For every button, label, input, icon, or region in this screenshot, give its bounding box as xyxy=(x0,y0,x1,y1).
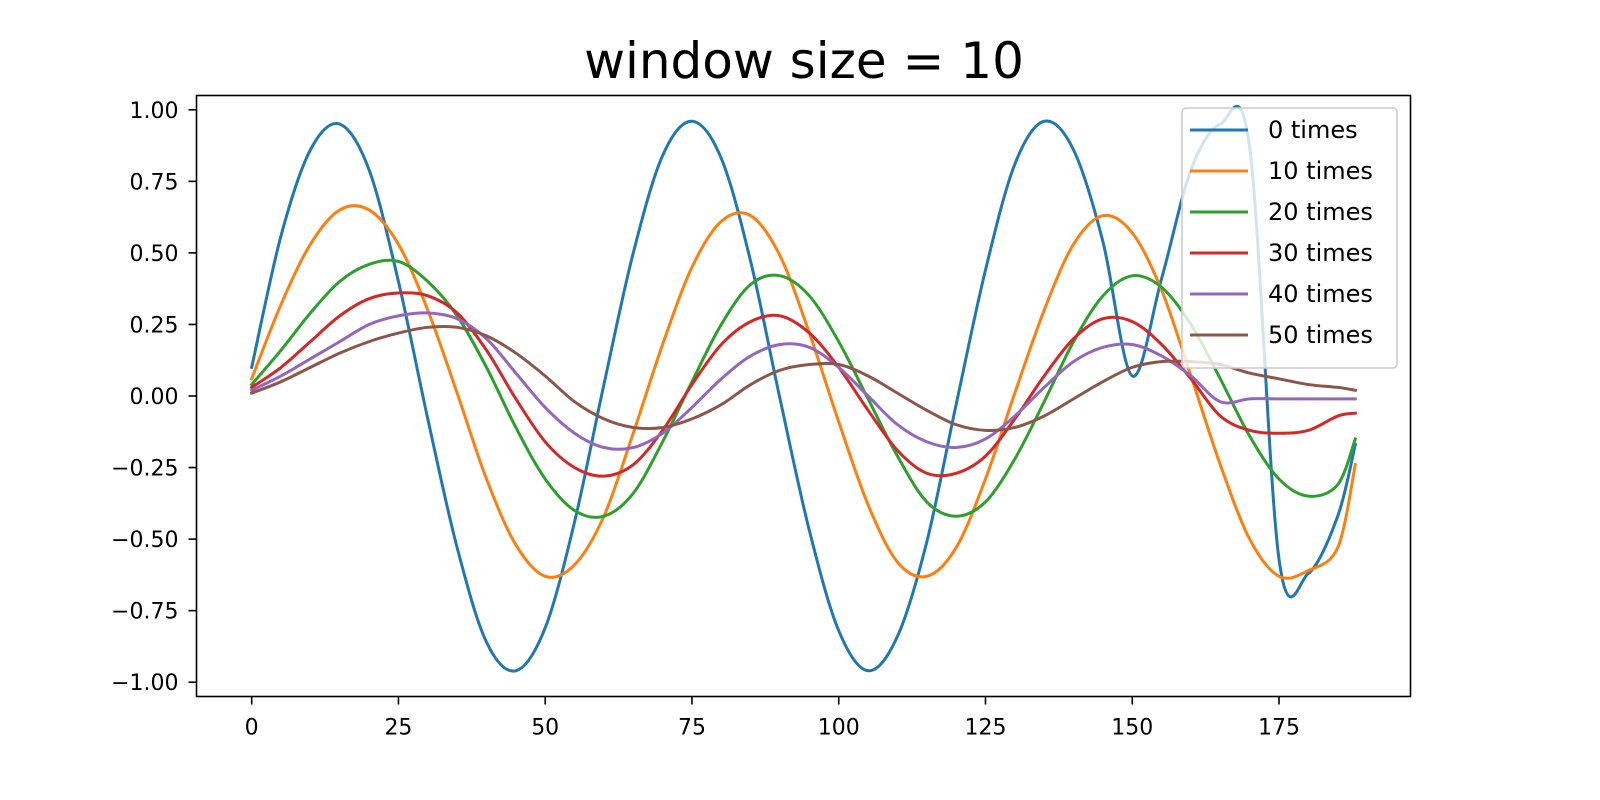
legend: 0 times 10 times 20 times 30 times 40 times 5… xyxy=(1181,107,1398,369)
x-tick-label: 100 xyxy=(818,716,860,741)
legend-item: 0 times xyxy=(1190,116,1358,144)
legend-item: 30 times xyxy=(1190,239,1373,267)
y-tick-label: 0.75 xyxy=(130,170,179,195)
legend-item: 50 times xyxy=(1190,321,1373,349)
series-line-2 xyxy=(249,258,1358,519)
x-tick-label: 175 xyxy=(1258,716,1300,741)
legend-item: 20 times xyxy=(1190,198,1373,226)
legend-label: 20 times xyxy=(1268,198,1373,226)
y-tick-label: 0.50 xyxy=(130,242,179,267)
x-tick-label: 125 xyxy=(964,716,1006,741)
legend-label: 0 times xyxy=(1268,116,1358,144)
x-tick-label: 75 xyxy=(678,716,706,741)
y-tick-label: 1.00 xyxy=(130,99,179,124)
series-line-4 xyxy=(249,311,1357,451)
legend-label: 30 times xyxy=(1268,239,1373,267)
y-tick-label: −0.75 xyxy=(111,600,178,625)
legend-box xyxy=(1181,107,1398,369)
x-tick-label: 25 xyxy=(384,716,412,741)
chart-title: window size = 10 xyxy=(584,32,1024,90)
y-tick-label: −0.25 xyxy=(111,457,178,482)
y-axis: 1.00 0.75 0.50 0.25 0.00 −0.25 −0.50 −0.75 −1.00 xyxy=(111,99,197,696)
legend-label: 40 times xyxy=(1268,280,1373,308)
y-tick-label: −1.00 xyxy=(111,671,178,696)
y-tick-label: −0.50 xyxy=(111,528,178,553)
x-tick-label: 150 xyxy=(1111,716,1153,741)
y-tick-label: 0.00 xyxy=(130,385,179,410)
legend-label: 10 times xyxy=(1268,157,1373,185)
legend-label: 50 times xyxy=(1268,321,1373,349)
legend-item: 10 times xyxy=(1190,157,1373,185)
x-tick-label: 0 xyxy=(245,716,259,741)
legend-item: 40 times xyxy=(1190,280,1373,308)
x-tick-label: 50 xyxy=(531,716,559,741)
y-tick-label: 0.25 xyxy=(130,313,179,338)
x-axis: 0 25 50 75 100 125 150 175 xyxy=(245,696,1300,741)
